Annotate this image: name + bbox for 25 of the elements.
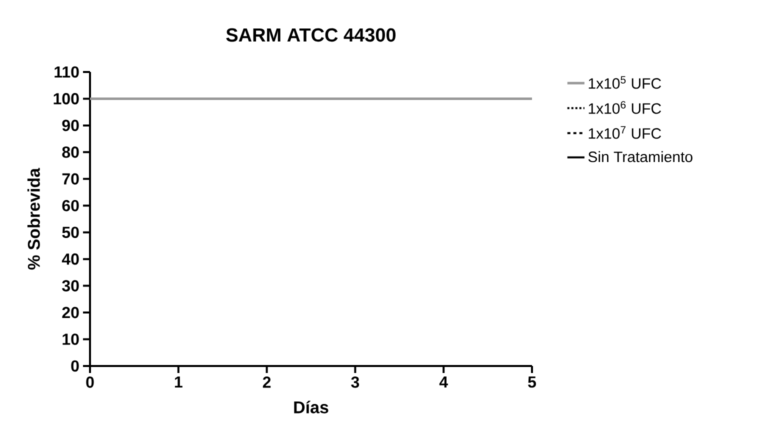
- y-tick-label: 10: [62, 334, 79, 345]
- y-tick-label: 110: [54, 66, 79, 78]
- y-tick-label: 60: [62, 200, 79, 212]
- chart-title: SARM ATCC 44300: [226, 28, 396, 42]
- y-axis-title: % Sobrevida: [27, 168, 40, 270]
- x-tick-label: 5: [528, 376, 536, 388]
- legend-label: 1x10$^{5}$ UFC: [588, 76, 661, 89]
- x-axis-title: Días: [294, 400, 328, 414]
- y-tick-label: 80: [62, 146, 79, 158]
- y-tick-label: 40: [62, 253, 79, 265]
- y-tick-label: 70: [62, 173, 79, 185]
- legend-label: Sin Tratamiento: [588, 151, 692, 162]
- y-tick-label: 100: [54, 93, 79, 104]
- x-tick-label: 1: [174, 376, 182, 388]
- legend-label: 1x10$^{7}$ UFC: [588, 126, 661, 139]
- x-tick-label: 3: [351, 376, 360, 388]
- y-tick-label: 30: [62, 280, 79, 292]
- legend-label: 1x10$^{6}$ UFC: [588, 101, 661, 114]
- y-tick-label: 20: [62, 306, 79, 318]
- y-tick-label: 90: [62, 120, 79, 132]
- x-tick-label: 0: [86, 376, 94, 388]
- x-tick-label: 4: [439, 376, 448, 388]
- x-tick-label: 2: [262, 376, 271, 388]
- y-tick-label: 0: [71, 360, 79, 372]
- y-tick-label: 50: [62, 226, 79, 238]
